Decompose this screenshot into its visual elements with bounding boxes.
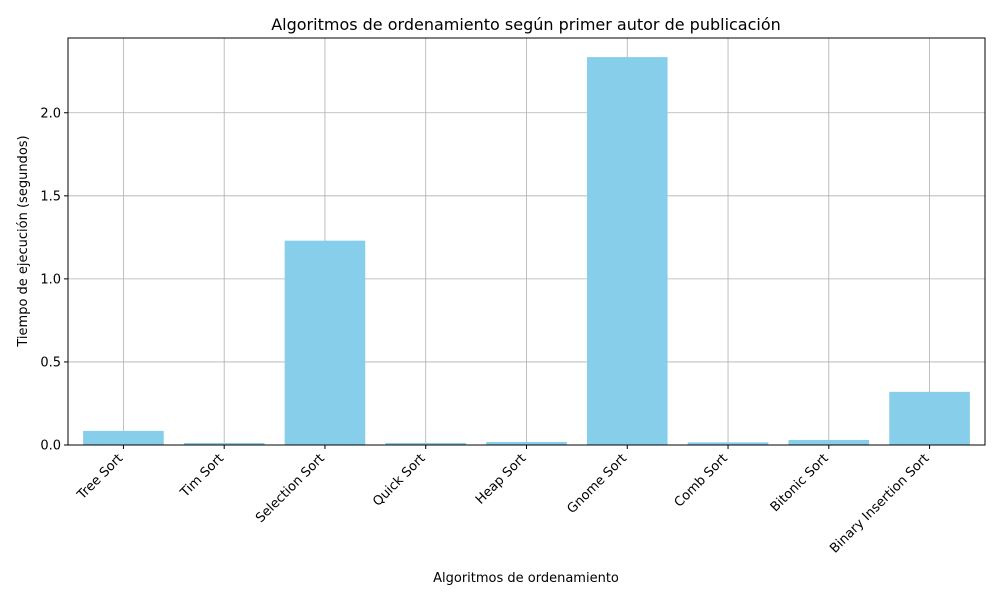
y-tick-label: 0.5 [40, 355, 61, 370]
y-tick-label: 0.0 [40, 439, 61, 454]
x-tick-label: Selection Sort [253, 451, 328, 526]
y-tick-label: 1.0 [40, 272, 61, 287]
y-tick-label: 1.5 [40, 189, 61, 204]
bar-bitonic-sort [788, 440, 870, 445]
bar-comb-sort [687, 442, 769, 445]
bar-tim-sort [183, 443, 265, 445]
y-axis-label: Tiempo de ejecución (segundos) [16, 135, 31, 347]
x-tick-label: Gnome Sort [565, 451, 631, 517]
x-tick-label: Binary Insertion Sort [827, 451, 932, 556]
x-tick-label: Bitonic Sort [768, 451, 832, 515]
x-tick-label: Tree Sort [74, 451, 126, 503]
x-axis-ticks: Tree Sort Tim Sort Selection Sort Quick Sor… [74, 445, 932, 556]
y-tick-label: 2.0 [40, 106, 61, 121]
x-tick-label: Comb Sort [672, 451, 731, 510]
x-tick-label: Tim Sort [177, 451, 227, 501]
bars [83, 57, 970, 446]
bar-selection-sort [284, 240, 366, 445]
bar-binary-insertion-sort [889, 391, 970, 445]
bar-tree-sort [83, 430, 164, 445]
x-axis-label: Algoritmos de ordenamiento [433, 571, 619, 586]
grid-lines [68, 38, 985, 446]
chart-title: Algoritmos de ordenamiento según primer … [271, 15, 781, 34]
bar-heap-sort [486, 442, 567, 445]
x-tick-label: Heap Sort [473, 451, 529, 507]
bar-gnome-sort [586, 57, 668, 446]
y-axis-ticks: 0.0 0.5 1.0 1.5 2.0 [40, 106, 68, 454]
bar-quick-sort [385, 443, 467, 445]
x-tick-label: Quick Sort [370, 451, 428, 509]
